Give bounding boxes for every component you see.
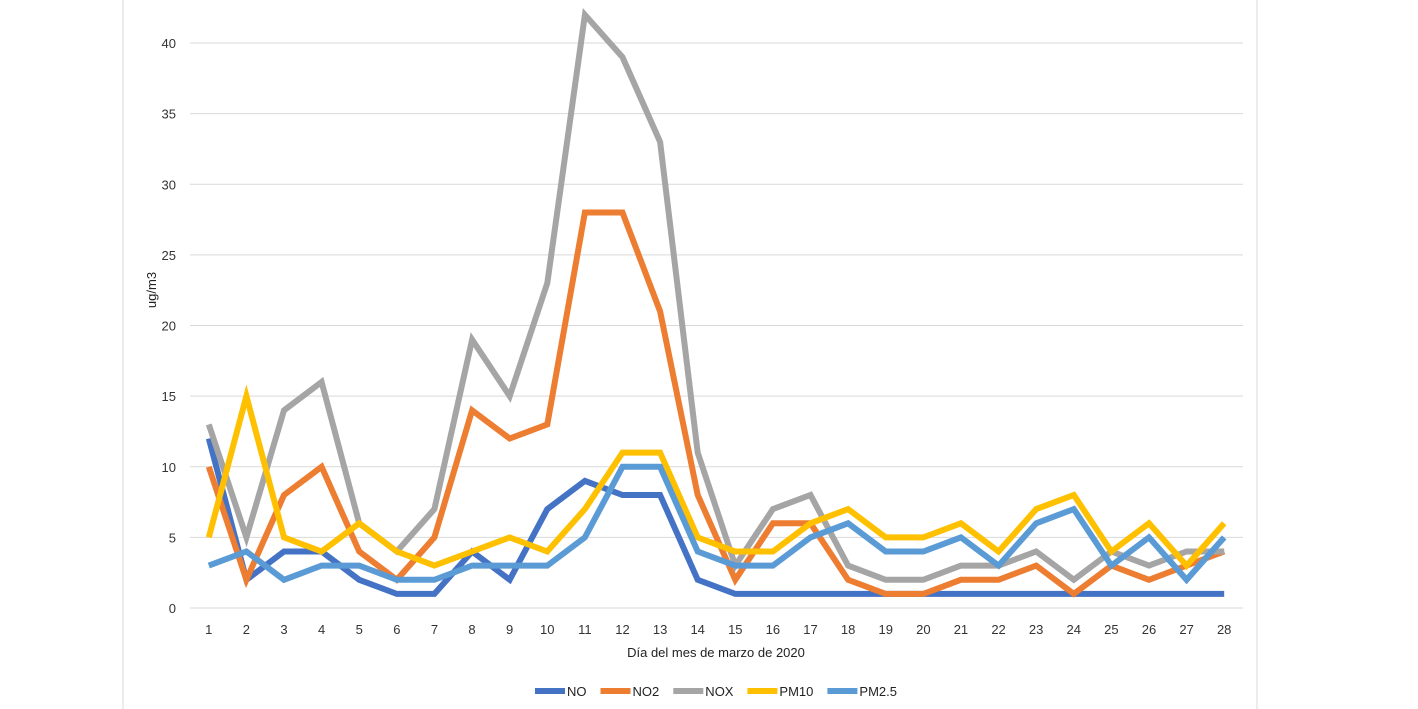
x-tick-label: 26 (1142, 622, 1156, 637)
x-tick-label: 7 (431, 622, 438, 637)
legend-item: PM10 (747, 684, 813, 699)
x-tick-label: 14 (690, 622, 704, 637)
legend-item: NO2 (600, 684, 660, 699)
series-line-no (205, 437, 1225, 597)
legend: NO NO2 NOX PM10 PM2.5 (535, 684, 897, 699)
x-tick-label: 2 (243, 622, 250, 637)
series-line-pm10 (205, 384, 1227, 571)
x-tick-label: 19 (878, 622, 892, 637)
legend-label: PM2.5 (859, 684, 897, 699)
legend-item: NOX (673, 684, 734, 699)
series-lines (205, 7, 1227, 598)
x-tick-label: 18 (841, 622, 855, 637)
x-tick-label: 23 (1029, 622, 1043, 637)
x-tick-label: 16 (766, 622, 780, 637)
gridlines (190, 42, 1243, 609)
y-tick-label: 25 (162, 248, 176, 263)
x-tick-label: 11 (578, 622, 592, 637)
y-axis-title: ug/m3 (144, 272, 159, 308)
series-line-no2 (205, 209, 1226, 598)
legend-label: PM10 (779, 684, 813, 699)
x-tick-label: 25 (1104, 622, 1118, 637)
x-tick-label: 6 (393, 622, 400, 637)
y-tick-label: 30 (162, 177, 176, 192)
y-tick-label: 35 (162, 107, 176, 122)
x-axis-ticks: 1 2 3 4 5 6 7 8 9 10 11 12 13 14 15 16 17 18 19 20 21 22 23 24 2… (205, 622, 1231, 637)
x-tick-label: 21 (954, 622, 968, 637)
x-tick-label: 13 (653, 622, 667, 637)
y-tick-label: 0 (169, 601, 176, 616)
x-tick-label: 24 (1067, 622, 1081, 637)
x-tick-label: 27 (1179, 622, 1193, 637)
y-tick-label: 10 (162, 460, 176, 475)
x-axis-title: Día del mes de marzo de 2020 (627, 645, 805, 660)
legend-label: NO (567, 684, 587, 699)
x-tick-label: 22 (991, 622, 1005, 637)
x-tick-label: 28 (1217, 622, 1231, 637)
x-tick-label: 17 (803, 622, 817, 637)
legend-item: NO (535, 684, 587, 699)
x-tick-label: 10 (540, 622, 554, 637)
x-tick-label: 15 (728, 622, 742, 637)
x-tick-label: 20 (916, 622, 930, 637)
x-tick-label: 4 (318, 622, 325, 637)
legend-item: PM2.5 (827, 684, 897, 699)
x-tick-label: 3 (280, 622, 287, 637)
y-axis-ticks: 0 5 10 15 20 25 30 35 40 (162, 36, 176, 616)
x-tick-label: 1 (205, 622, 212, 637)
x-tick-label: 8 (468, 622, 475, 637)
x-tick-label: 5 (356, 622, 363, 637)
legend-label: NO2 (633, 684, 660, 699)
y-tick-label: 20 (162, 319, 176, 334)
series-line-pm25 (207, 463, 1227, 585)
y-tick-label: 40 (162, 36, 176, 51)
legend-label: NOX (705, 684, 734, 699)
y-tick-label: 5 (169, 530, 176, 545)
y-tick-label: 15 (162, 389, 176, 404)
x-tick-label: 12 (615, 622, 629, 637)
x-tick-label: 9 (506, 622, 513, 637)
